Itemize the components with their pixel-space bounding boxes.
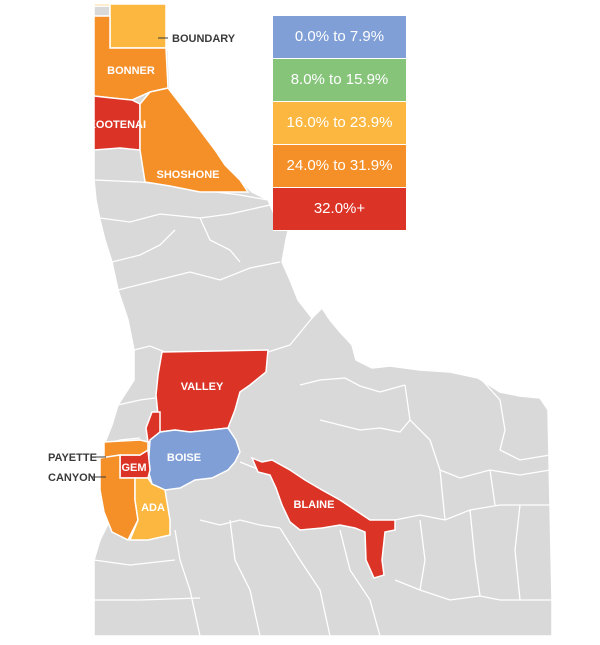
legend-item: 16.0% to 23.9%: [273, 102, 406, 145]
label-gem: GEM: [121, 462, 146, 474]
county-boundary-inner[interactable]: [109, 3, 167, 49]
county-ada[interactable]: [128, 477, 171, 541]
label-valley: VALLEY: [181, 381, 224, 393]
label-kootenai: KOOTENAI: [88, 119, 146, 131]
callout-canyon: CANYON: [48, 472, 106, 484]
label-boundary: BOUNDARY: [172, 33, 236, 45]
legend: 0.0% to 7.9% 8.0% to 15.9% 16.0% to 23.9…: [273, 16, 406, 231]
legend-item: 0.0% to 7.9%: [273, 16, 406, 59]
label-boise: BOISE: [167, 452, 201, 464]
label-shoshone: SHOSHONE: [157, 169, 220, 181]
label-ada: ADA: [141, 502, 165, 514]
legend-item: 32.0%+: [273, 188, 406, 231]
callout-boundary: BOUNDARY: [158, 33, 236, 45]
label-canyon: CANYON: [48, 472, 96, 484]
legend-item: 8.0% to 15.9%: [273, 59, 406, 102]
label-bonner: BONNER: [107, 65, 155, 77]
label-blaine: BLAINE: [294, 499, 335, 511]
county-shoshone[interactable]: [139, 87, 250, 193]
callout-payette: PAYETTE: [48, 452, 106, 464]
county-borders: [93, 179, 552, 637]
county-blaine[interactable]: [250, 456, 396, 579]
legend-item: 24.0% to 31.9%: [273, 145, 406, 188]
label-payette: PAYETTE: [48, 452, 97, 464]
